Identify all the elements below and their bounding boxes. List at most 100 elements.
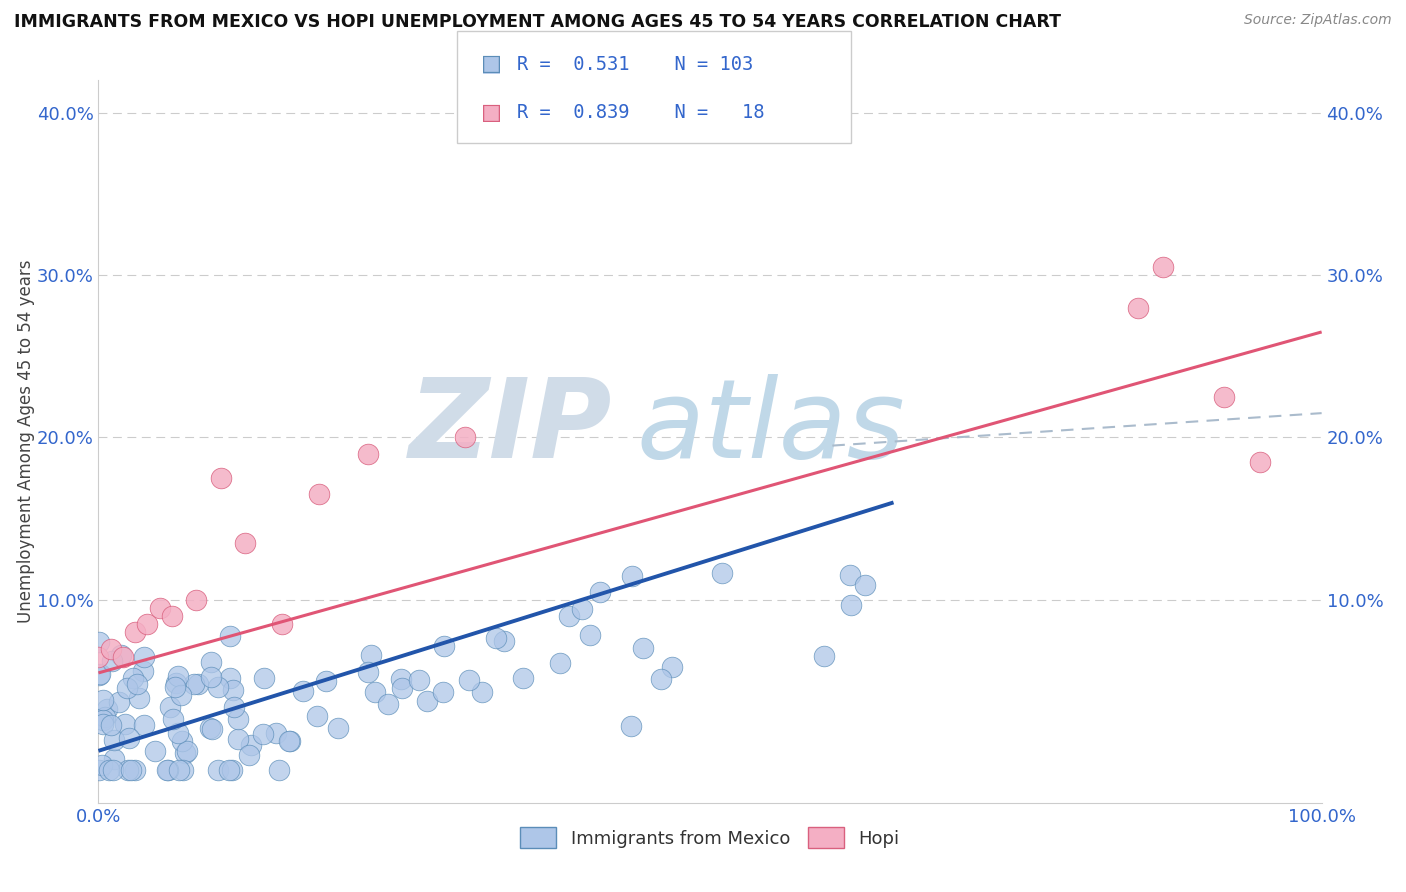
Point xyxy=(433,639,456,653)
Point xyxy=(270,617,294,632)
Point xyxy=(485,631,508,645)
Point xyxy=(96,702,118,716)
Point xyxy=(558,608,581,623)
Point xyxy=(172,764,194,778)
Point xyxy=(91,717,114,731)
Point xyxy=(308,487,330,501)
Point xyxy=(578,628,600,642)
Point xyxy=(103,752,125,766)
Point xyxy=(269,764,291,778)
Point xyxy=(124,764,146,778)
Point xyxy=(167,669,190,683)
Point xyxy=(124,625,146,640)
Point xyxy=(111,649,134,664)
Text: atlas: atlas xyxy=(637,374,905,481)
Point xyxy=(838,568,860,582)
Point xyxy=(114,717,136,731)
Point xyxy=(356,447,378,461)
Point xyxy=(101,764,124,778)
Legend: Immigrants from Mexico, Hopi: Immigrants from Mexico, Hopi xyxy=(513,820,907,855)
Point xyxy=(277,734,299,748)
Text: ZIP: ZIP xyxy=(409,374,612,481)
Text: ■: ■ xyxy=(481,54,502,74)
Point xyxy=(471,685,494,699)
Point xyxy=(239,738,262,752)
Point xyxy=(571,601,593,615)
Point xyxy=(292,684,315,698)
Text: ■: ■ xyxy=(481,103,502,122)
Point xyxy=(238,748,260,763)
Point xyxy=(89,764,111,778)
Point xyxy=(711,566,734,580)
Point xyxy=(108,695,131,709)
Point xyxy=(389,672,412,686)
Point xyxy=(278,734,301,748)
Point xyxy=(233,536,256,550)
Point xyxy=(222,682,245,697)
Point xyxy=(391,681,413,695)
Point xyxy=(1249,455,1271,469)
Point xyxy=(91,713,114,727)
Point xyxy=(357,665,380,679)
Text: Source: ZipAtlas.com: Source: ZipAtlas.com xyxy=(1244,13,1392,28)
Point xyxy=(91,693,114,707)
Point xyxy=(264,726,287,740)
Point xyxy=(200,722,222,736)
Point xyxy=(209,471,232,485)
Point xyxy=(494,634,516,648)
Point xyxy=(167,764,190,778)
Point xyxy=(207,681,229,695)
Text: IMMIGRANTS FROM MEXICO VS HOPI UNEMPLOYMENT AMONG AGES 45 TO 54 YEARS CORRELATIO: IMMIGRANTS FROM MEXICO VS HOPI UNEMPLOYM… xyxy=(14,13,1062,31)
Point xyxy=(132,649,155,664)
Point xyxy=(159,700,181,714)
Point xyxy=(87,668,110,682)
Point xyxy=(200,670,222,684)
Point xyxy=(252,727,274,741)
Point xyxy=(661,659,683,673)
Point xyxy=(201,722,224,736)
Point xyxy=(121,671,143,685)
Point xyxy=(221,764,243,778)
Point xyxy=(219,629,242,643)
Point xyxy=(186,592,208,607)
Point xyxy=(87,649,110,664)
Text: □: □ xyxy=(481,103,502,122)
Point xyxy=(207,764,229,778)
Point xyxy=(101,654,124,668)
Point xyxy=(110,648,132,662)
Y-axis label: Unemployment Among Ages 45 to 54 years: Unemployment Among Ages 45 to 54 years xyxy=(17,260,35,624)
Point xyxy=(120,763,142,777)
Point xyxy=(315,673,337,688)
Point xyxy=(408,673,430,688)
Point xyxy=(222,700,245,714)
Point xyxy=(117,764,139,778)
Point xyxy=(89,635,111,649)
Point xyxy=(155,764,177,778)
Point xyxy=(186,676,208,690)
Point xyxy=(103,732,125,747)
Point xyxy=(167,725,190,739)
Point xyxy=(165,680,187,694)
Point xyxy=(432,685,454,699)
Point xyxy=(454,430,477,444)
Point xyxy=(117,681,139,695)
Point xyxy=(136,617,159,632)
Point xyxy=(165,675,187,690)
Text: R =  0.531    N = 103: R = 0.531 N = 103 xyxy=(517,55,754,74)
Point xyxy=(364,685,387,699)
Point xyxy=(1152,260,1174,274)
Point xyxy=(377,698,399,712)
Point xyxy=(176,743,198,757)
Point xyxy=(631,641,654,656)
Point xyxy=(548,656,571,670)
Point xyxy=(125,677,148,691)
Point xyxy=(94,710,117,724)
Point xyxy=(98,764,121,778)
Point xyxy=(91,758,114,772)
Point xyxy=(143,744,166,758)
Point xyxy=(458,673,481,687)
Point xyxy=(588,584,610,599)
Point xyxy=(183,677,205,691)
Point xyxy=(305,709,328,723)
Point xyxy=(128,691,150,706)
